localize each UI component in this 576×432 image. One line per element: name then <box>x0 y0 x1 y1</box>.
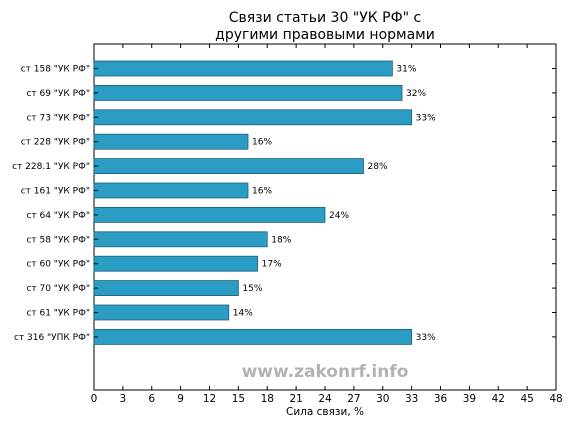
x-tick-label: 45 <box>520 393 533 405</box>
data-label: 14% <box>233 309 253 319</box>
category-label: ст 60 "УК РФ" <box>26 260 90 270</box>
bar <box>93 133 249 150</box>
x-tick-label: 0 <box>91 393 98 405</box>
x-tick-label: 48 <box>549 393 562 405</box>
x-tick-label: 30 <box>376 393 389 405</box>
x-tick-label: 15 <box>232 393 245 405</box>
x-tick-label: 39 <box>463 393 476 405</box>
category-label: ст 58 "УК РФ" <box>26 235 90 245</box>
category-label: ст 64 "УК РФ" <box>26 211 90 221</box>
data-label: 28% <box>368 162 388 172</box>
data-label: 17% <box>262 260 282 270</box>
bar <box>93 206 326 223</box>
bar <box>93 255 259 272</box>
watermark: www.zakonrf.info <box>242 362 409 382</box>
bars-layer: ст 158 "УК РФ" 31% ст 69 "УК РФ" 32% ст 73 "… <box>12 60 556 345</box>
category-label: ст 69 "УК РФ" <box>26 89 90 99</box>
bar <box>93 304 230 321</box>
category-label: ст 228.1 "УК РФ" <box>12 162 90 172</box>
x-tick-label: 9 <box>177 393 184 405</box>
category-label: ст 73 "УК РФ" <box>26 113 90 123</box>
x-tick-label: 27 <box>347 393 360 405</box>
data-label: 33% <box>416 113 436 123</box>
bar <box>93 328 413 345</box>
bar <box>93 60 393 77</box>
bar <box>93 231 268 248</box>
category-label: ст 161 "УК РФ" <box>21 187 90 197</box>
x-tick-label: 36 <box>434 393 448 405</box>
data-label: 16% <box>252 138 272 148</box>
x-axis-ticks: 0 3 6 9 12 15 18 21 24 27 30 33 36 39 42 45 48 <box>91 44 563 405</box>
category-label: ст 316 "УПК РФ" <box>14 333 90 343</box>
category-label: ст 70 "УК РФ" <box>26 284 90 294</box>
bar <box>93 182 249 199</box>
x-tick-label: 6 <box>148 393 155 405</box>
x-tick-label: 33 <box>405 393 418 405</box>
x-tick-label: 24 <box>318 393 332 405</box>
data-label: 18% <box>271 235 291 245</box>
bar <box>93 158 364 175</box>
x-tick-label: 42 <box>492 393 505 405</box>
bar <box>93 280 239 297</box>
data-label: 24% <box>329 211 349 221</box>
category-label: ст 158 "УК РФ" <box>21 65 90 75</box>
category-label: ст 61 "УК РФ" <box>26 309 90 319</box>
chart-title-line-2: другими правовыми нормами <box>215 27 435 43</box>
x-tick-label: 3 <box>120 393 127 405</box>
x-tick-label: 12 <box>203 393 216 405</box>
data-label: 32% <box>406 89 426 99</box>
bar <box>93 109 413 126</box>
data-label: 16% <box>252 187 272 197</box>
chart-title-line-1: Связи статьи 30 "УК РФ" с <box>229 10 422 26</box>
data-label: 31% <box>396 65 416 75</box>
x-tick-label: 21 <box>289 393 302 405</box>
x-axis-title: Сила связи, % <box>286 406 364 418</box>
x-tick-label: 18 <box>261 393 274 405</box>
data-label: 33% <box>416 333 436 343</box>
category-label: ст 228 "УК РФ" <box>21 138 90 148</box>
bar <box>93 85 403 101</box>
data-label: 15% <box>242 284 262 294</box>
